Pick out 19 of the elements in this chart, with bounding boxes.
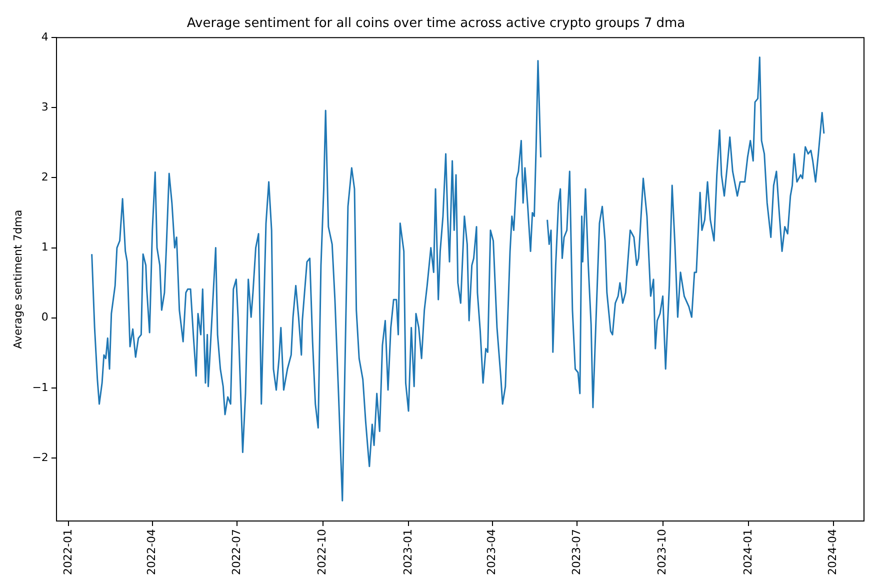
x-tick-label: 2022-10: [316, 529, 329, 576]
x-tick-label: 2023-07: [570, 529, 583, 576]
x-tick-label: 2024-01: [741, 529, 754, 576]
x-tick-label: 2022-07: [230, 529, 243, 576]
y-tick-label: −2: [32, 450, 48, 464]
chart-title: Average sentiment for all coins over time across active crypto groups 7 dma: [186, 16, 686, 32]
y-tick-label: 4: [41, 30, 48, 44]
x-tick-label: 2022-01: [61, 529, 74, 576]
y-axis-title: Average sentiment 7dma: [11, 210, 24, 349]
x-tick-label: 2024-04: [826, 529, 840, 576]
x-tick-label: 2023-01: [401, 529, 414, 576]
x-tick-label: 2023-10: [656, 529, 669, 576]
x-tick-label: 2022-04: [145, 529, 158, 576]
y-tick-label: 3: [41, 100, 48, 114]
y-tick-label: −1: [32, 380, 48, 394]
x-tick-label: 2023-04: [485, 529, 498, 576]
y-tick-label: 2: [41, 170, 48, 184]
y-tick-label: 1: [41, 240, 48, 254]
y-tick-label: 0: [41, 310, 48, 324]
